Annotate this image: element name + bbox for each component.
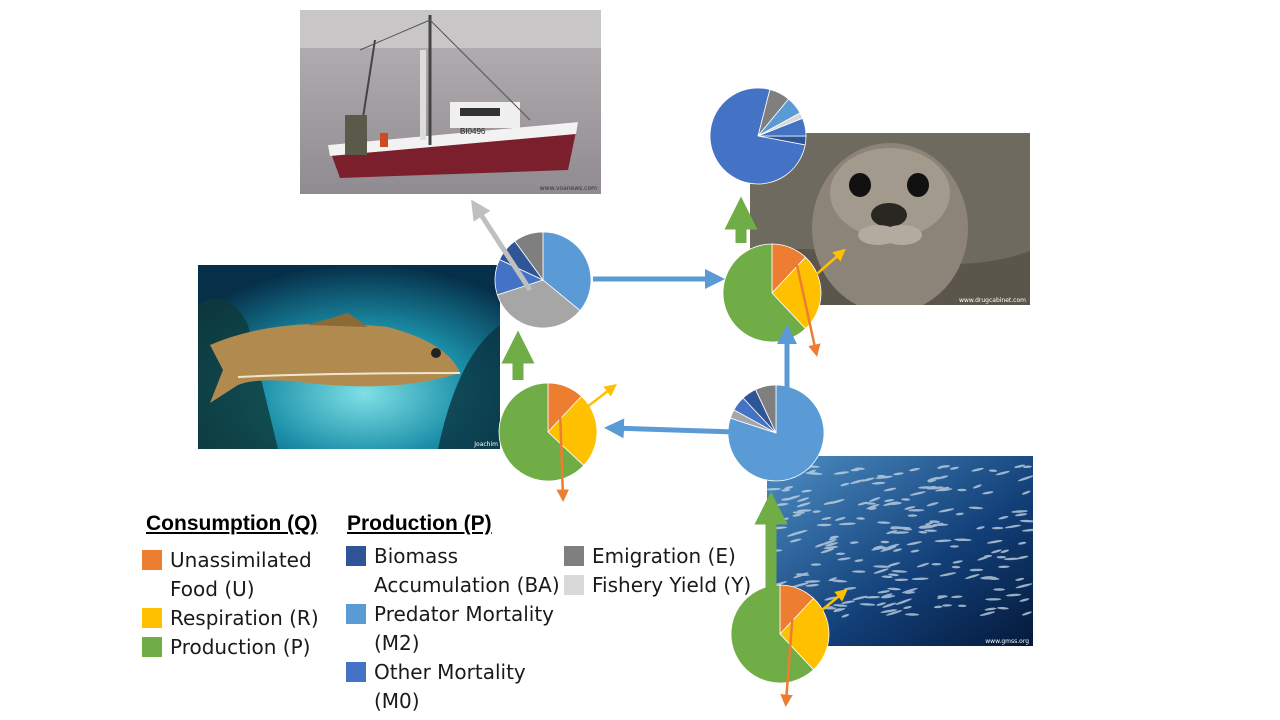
cod-production-pie [494, 231, 592, 329]
herring-consumption-pie [730, 584, 830, 684]
cod-respiration-arrow [577, 383, 617, 415]
herring-unassimilated-arrow [780, 609, 795, 707]
seal-consumption-pie [722, 243, 822, 343]
legend-label: Fishery Yield (Y) [592, 573, 752, 597]
cod-photo: Joachim [198, 265, 500, 449]
boat-hull-id: BI0496 [460, 127, 486, 136]
boat-photo-credit: www.voanews.com [539, 185, 597, 192]
pie-slice [547, 395, 598, 467]
pie-slice [709, 87, 806, 185]
pie-slice [779, 597, 830, 671]
respiration-swatch [142, 608, 162, 628]
other-mortality-swatch [346, 662, 366, 682]
cod-unassimilated-arrow [556, 409, 569, 502]
herring-to-cod-flow-arrow [604, 418, 736, 439]
legend-label: Other Mortality (M0) [374, 660, 526, 713]
herring-photo-credit: www.gmss.org [985, 638, 1029, 645]
cod-consumption-pie [498, 382, 598, 482]
legend-item-emigration: Emigration (E) [564, 542, 764, 571]
seal-unassimilated-arrow [795, 264, 821, 357]
biomass-accumulation-swatch [346, 546, 366, 566]
legend-label: Production (P) [170, 635, 311, 659]
legend-item-fishery-yield: Fishery Yield (Y) [564, 571, 764, 600]
pie-slice [730, 584, 815, 684]
herring-photo: www.gmss.org [767, 456, 1033, 646]
predator-mortality-swatch [346, 604, 366, 624]
legend-item-respiration: Respiration (R) [142, 604, 342, 633]
seal-photo: www.drugcabinet.com [750, 133, 1030, 305]
pie-slice [514, 231, 544, 282]
production-legend-title: Production (P) [347, 512, 492, 535]
pie-slice [542, 231, 592, 312]
production-swatch [142, 637, 162, 657]
unassimilated-swatch [142, 550, 162, 570]
legend-label: Respiration (R) [170, 606, 319, 630]
emigration-swatch [564, 546, 584, 566]
legend-label: Emigration (E) [592, 544, 736, 568]
seal-production-pie [709, 87, 807, 185]
legend-label: Predator Mortality (M2) [374, 602, 555, 655]
herring-respiration-arrow [810, 588, 848, 620]
legend-label: Unassimilated Food (U) [170, 548, 312, 601]
seal-respiration-arrow [809, 248, 846, 281]
cod-photo-credit: Joachim [474, 441, 498, 448]
pie-slice [496, 279, 581, 329]
legend-item-production: Production (P) [142, 633, 342, 662]
pie-slice [755, 384, 777, 434]
fishery-yield-swatch [564, 575, 584, 595]
seal-photo-credit: www.drugcabinet.com [959, 297, 1026, 304]
consumption-legend-title: Consumption (Q) [146, 512, 318, 535]
legend-item-predator-mortality: Predator Mortality (M2) [346, 600, 561, 658]
pie-slice [757, 117, 807, 137]
legend-item-other-mortality: Other Mortality (M0) [346, 658, 536, 716]
herring-production-pie [727, 384, 825, 482]
legend-label: Biomass Accumulation (BA) [374, 544, 560, 597]
legend-item-unassimilated-food: Unassimilated Food (U) [142, 546, 332, 604]
fishery-yield-arrow [471, 199, 533, 292]
fishing-boat-photo: BI0496 www.voanews.com [300, 10, 601, 194]
legend-item-biomass-accumulation: Biomass Accumulation (BA) [346, 542, 561, 600]
